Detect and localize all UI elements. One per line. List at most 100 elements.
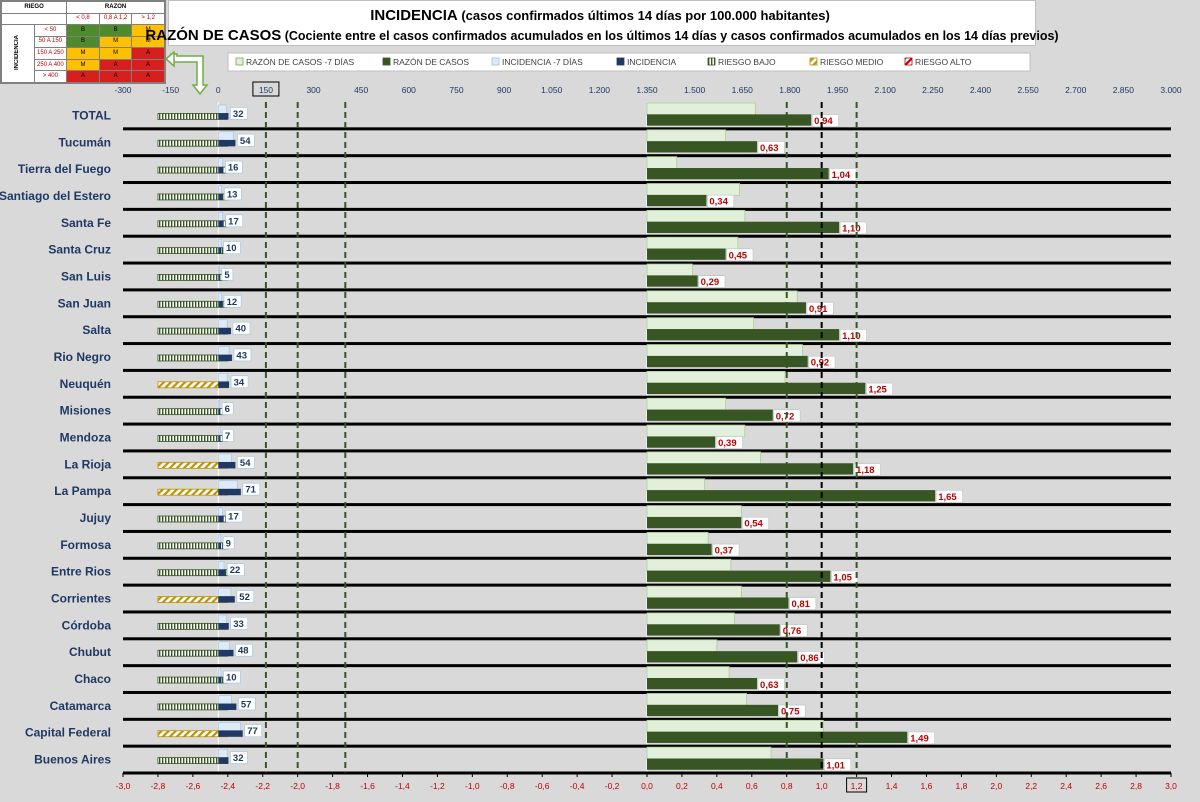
top-tick-label: -300 (114, 85, 131, 95)
incidence-prev-bar (217, 238, 222, 249)
incidence-prev-bar (217, 507, 224, 518)
ratio-bar (647, 516, 742, 529)
ratio-prev-bar (646, 209, 746, 223)
ratio-bar (647, 436, 716, 448)
incidence-label-box (223, 294, 242, 308)
top-tick-label: 3.000 (1160, 85, 1182, 95)
ratio-label-box (742, 516, 770, 530)
top-tick-label: 1.050 (541, 85, 563, 95)
top-tick-label: 2.100 (875, 85, 897, 95)
category-label: Chubut (69, 645, 111, 659)
ratio-prev-bar (646, 397, 726, 411)
ratio-label: 0,45 (729, 250, 748, 261)
ratio-label-box (726, 248, 754, 262)
ratio-label-box (806, 302, 834, 315)
incidence-bar (218, 247, 222, 254)
risk-bar (157, 300, 229, 308)
incidence-prev-bar (217, 453, 232, 464)
ratio-label-box (831, 570, 859, 584)
bottom-tick-label: 1,2 (851, 781, 863, 791)
incidence-prev-bar (217, 104, 227, 115)
incidence-bar (218, 703, 237, 710)
row-separator (123, 315, 1171, 319)
top-tick-label: 900 (497, 85, 511, 95)
incidence-label: 17 (228, 512, 239, 523)
row-separator (123, 664, 1171, 668)
row-separator (123, 717, 1171, 721)
incidence-prev-bar (217, 614, 227, 625)
row-separator (123, 503, 1171, 507)
incidence-label: 5 (224, 270, 230, 281)
incidence-label-box (223, 670, 241, 684)
ratio-prev-bar (646, 532, 709, 545)
incidence-bar (218, 139, 236, 147)
incidence-bar (218, 596, 235, 603)
risk-bar (157, 676, 229, 684)
title1-bold: INCIDENCIA (370, 7, 458, 24)
risk-bar (157, 488, 229, 496)
legend-swatch (809, 57, 818, 66)
chart-title-box (168, 0, 1036, 46)
row-separator (123, 556, 1171, 560)
legend-label: INCIDENCIA -7 DÍAS (502, 57, 583, 67)
legend-swatch (491, 57, 500, 66)
category-label: Tierra del Fuego (18, 162, 111, 176)
bottom-tick-label: 2,4 (1060, 781, 1072, 791)
category-label: San Juan (58, 296, 111, 310)
incidence-label-box (235, 643, 253, 657)
incidence-bar (218, 461, 236, 469)
ratio-label: 1,65 (938, 492, 957, 503)
incidence-bar (218, 327, 231, 335)
incidence-prev-bar (217, 695, 232, 705)
incidence-bar (218, 408, 221, 415)
incidence-label-box (230, 751, 248, 764)
incidence-label: 32 (233, 109, 244, 120)
row-separator (123, 342, 1171, 346)
ratio-label-box (789, 597, 817, 611)
category-label: Tucumán (59, 135, 111, 149)
bottom-tick-label: 3,0 (1165, 781, 1177, 791)
risk-bar (157, 757, 229, 764)
incidence-label: 13 (227, 189, 238, 200)
incidence-label: 48 (238, 646, 249, 657)
ratio-label: 1,05 (833, 572, 852, 583)
risk-matrix-col: > 1,2 (131, 12, 165, 26)
incidence-prev-bar (217, 668, 222, 679)
row-separator (123, 529, 1171, 533)
risk-bar (157, 703, 229, 711)
incidence-label: 57 (241, 699, 252, 710)
ratio-label: 0,39 (718, 438, 737, 449)
incidence-label-box (244, 724, 263, 738)
incidence-prev-bar (217, 265, 220, 276)
ratio-label: 0,63 (760, 143, 779, 154)
ratio-label: 0,63 (760, 680, 779, 691)
risk-bar (157, 327, 229, 335)
top-tick-label: 2.850 (1113, 85, 1135, 95)
incidence-bar (218, 435, 221, 442)
ratio-prev-bar (646, 424, 746, 438)
incidence-label: 40 (235, 324, 246, 335)
top-tick-label: 2.400 (970, 85, 992, 95)
ratio-label-box (797, 651, 825, 664)
ratio-bar (647, 168, 829, 180)
legend-swatch (235, 57, 244, 66)
incidence-label: 12 (227, 297, 238, 308)
incidence-label: 77 (247, 726, 258, 737)
legend-swatch (382, 57, 391, 66)
incidence-label: 34 (234, 377, 245, 388)
bottom-tick-label: -2,0 (290, 781, 305, 791)
incidence-label-box (225, 160, 243, 174)
incidence-label: 71 (245, 485, 256, 496)
ratio-bar (647, 677, 758, 690)
ratio-prev-bar (646, 183, 740, 196)
incidence-bar (218, 515, 224, 523)
incidence-prev-bar (217, 560, 225, 571)
legend-label: RAZÓN DE CASOS -7 DÍAS (246, 57, 354, 67)
ratio-prev-bar (646, 666, 730, 679)
ratio-label: 1,25 (868, 385, 887, 396)
bottom-tick-label: 2,8 (1130, 781, 1142, 791)
ratio-label-box (707, 194, 735, 208)
legend-label: RIESGO ALTO (915, 57, 972, 67)
ratio-label: 0,54 (744, 519, 763, 530)
